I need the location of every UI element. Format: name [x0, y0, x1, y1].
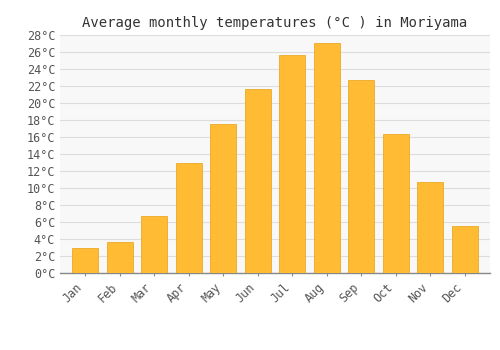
Title: Average monthly temperatures (°C ) in Moriyama: Average monthly temperatures (°C ) in Mo…: [82, 16, 468, 30]
Bar: [348, 80, 374, 273]
Bar: [245, 89, 270, 273]
Bar: [280, 55, 305, 273]
Bar: [210, 124, 236, 273]
Bar: [418, 182, 444, 273]
Bar: [106, 241, 132, 273]
Bar: [72, 247, 98, 273]
Bar: [383, 134, 409, 273]
Bar: [141, 216, 167, 273]
Bar: [314, 43, 340, 273]
Bar: [452, 226, 478, 273]
Bar: [176, 162, 202, 273]
